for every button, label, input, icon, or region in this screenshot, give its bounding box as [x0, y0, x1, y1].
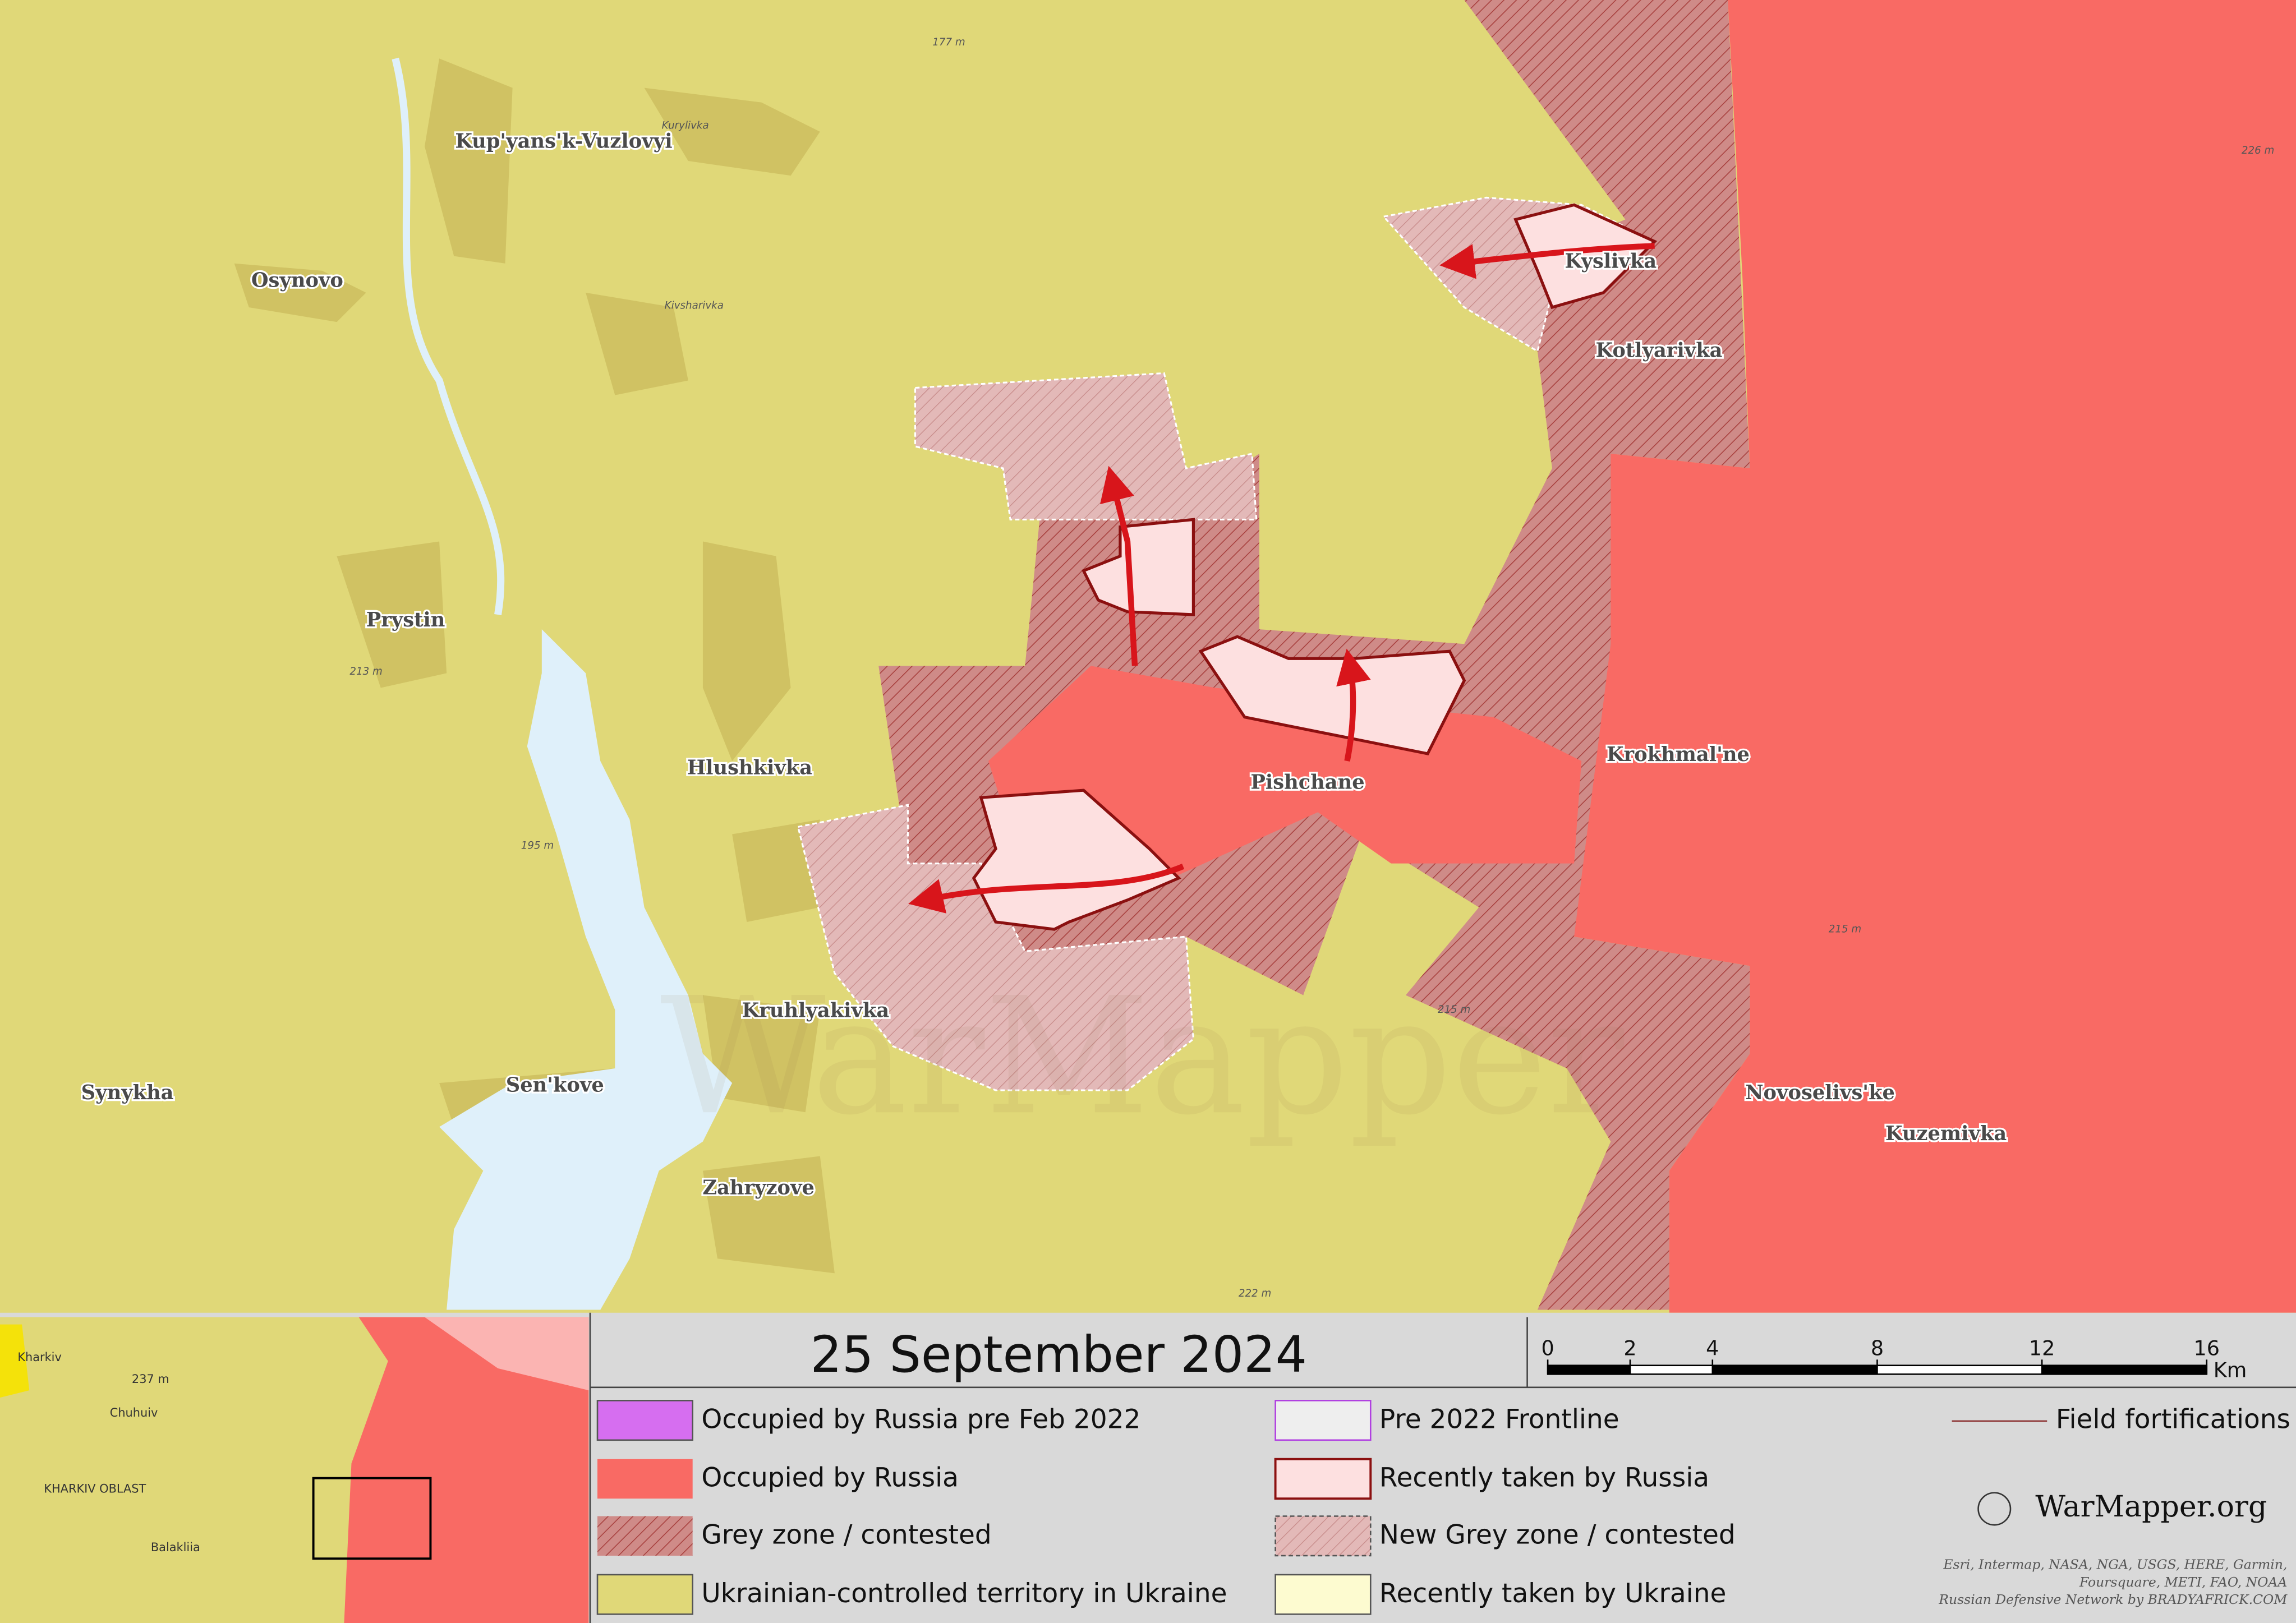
legend-swatch	[1274, 1458, 1372, 1500]
legend: Occupied by Russia pre Feb 2022 Occupied…	[596, 1400, 2290, 1615]
watermark: WarMapper	[660, 963, 1625, 1150]
minor-label: Kurylivka	[662, 120, 709, 132]
scale-unit: Km	[2214, 1358, 2247, 1382]
place-label: Prystin	[366, 608, 445, 631]
legend-label: Ukrainian-controlled territory in Ukrain…	[701, 1578, 1227, 1609]
place-labels: Kup'yans'k-Vuzlovyi Osynovo Prystin Hlus…	[79, 36, 2274, 1299]
brand: WarMapper.org	[2035, 1490, 2267, 1524]
place-label: Kup'yans'k-Vuzlovyi	[455, 130, 672, 153]
scale-label: 2	[1623, 1336, 1636, 1360]
inset-map: Kharkiv Chuhuiv KHARKIV OBLAST Balakliia…	[0, 1317, 589, 1623]
place-label: Osynovo	[251, 269, 343, 292]
river	[392, 57, 505, 616]
legend-label: Field fortifications	[2056, 1404, 2290, 1435]
legend-label: Occupied by Russia	[701, 1463, 959, 1493]
attack-arrow	[908, 243, 1655, 914]
legend-label: Occupied by Russia pre Feb 2022	[701, 1404, 1140, 1435]
place-label: Kyslivka	[1565, 250, 1657, 273]
inset-label: KHARKIV OBLAST	[44, 1482, 146, 1496]
legend-label: Grey zone / contested	[701, 1520, 991, 1551]
russia-occupied	[1574, 0, 2296, 1313]
place-label: Kruhlyakivka	[742, 999, 890, 1022]
legend-swatch	[1274, 1574, 1372, 1615]
legend-label: New Grey zone / contested	[1379, 1520, 1736, 1551]
inset-city	[0, 1324, 30, 1398]
inset-label: Chuhuiv	[110, 1406, 158, 1419]
scale-label: 16	[2194, 1336, 2220, 1360]
scale-label: 0	[1542, 1336, 1554, 1360]
credits: Esri, Intermap, NASA, NGA, USGS, HERE, G…	[1938, 1556, 2288, 1607]
legend-swatch	[597, 1516, 693, 1556]
elevation-label: 213 m	[349, 666, 382, 677]
legend-label: Pre 2022 Frontline	[1379, 1404, 1619, 1435]
elevation-label: 177 m	[932, 36, 965, 48]
elevation-label: 222 m	[1239, 1288, 1271, 1299]
elevation-label: 226 m	[2242, 145, 2274, 156]
credit-line: Foursquare, METI, FAO, NOAA	[2079, 1574, 2287, 1590]
inset-label: Balakliia	[151, 1541, 200, 1554]
legend-swatch	[1274, 1515, 1372, 1557]
place-label: Pishchane	[1250, 771, 1364, 794]
place-label: Sen'kove	[506, 1074, 604, 1097]
elevation-label: 195 m	[521, 840, 554, 852]
place-label: Krokhmal'ne	[1607, 743, 1750, 766]
credit-line: Esri, Intermap, NASA, NGA, USGS, HERE, G…	[1943, 1556, 2287, 1572]
scale-segment	[1712, 1365, 1878, 1375]
date: 25 September 2024	[810, 1326, 1307, 1384]
legend-swatch	[1274, 1400, 1372, 1441]
scale-segment	[2042, 1365, 2207, 1375]
recently-taken-russia	[972, 203, 1658, 931]
inset-label: 237 m	[132, 1372, 169, 1386]
inset-frame	[312, 1477, 432, 1560]
minor-label: Kivsharivka	[665, 300, 724, 312]
place-label: Hlushkivka	[687, 756, 812, 779]
legend-swatch	[596, 1574, 693, 1615]
inset-label: Kharkiv	[17, 1350, 61, 1364]
scale-segment	[1548, 1365, 1630, 1375]
place-label: Synykha	[81, 1081, 174, 1104]
brand-icon	[1977, 1492, 2012, 1526]
legend-label: Recently taken by Russia	[1379, 1463, 1709, 1493]
scale-label: 8	[1871, 1336, 1884, 1360]
legend-swatch	[596, 1400, 693, 1441]
reservoir	[439, 629, 733, 1310]
inset-russia-pre2022	[424, 1317, 589, 1391]
credit-line: Russian Defensive Network by BRADYAFRICK…	[1938, 1592, 2288, 1607]
elevation-label: 215 m	[1438, 1004, 1470, 1016]
scale-label: 12	[2029, 1336, 2055, 1360]
place-label: Zahryzove	[702, 1176, 815, 1199]
elevation-label: 215 m	[1829, 923, 1861, 935]
place-label: Kotlyarivka	[1596, 339, 1723, 362]
scale-label: 4	[1706, 1336, 1719, 1360]
legend-label: Recently taken by Ukraine	[1379, 1578, 1726, 1609]
place-label: Novoselivs'ke	[1745, 1081, 1895, 1104]
legend-swatch	[597, 1459, 693, 1499]
inset-russia	[344, 1317, 589, 1623]
place-label: Kuzemivka	[1885, 1122, 2007, 1145]
